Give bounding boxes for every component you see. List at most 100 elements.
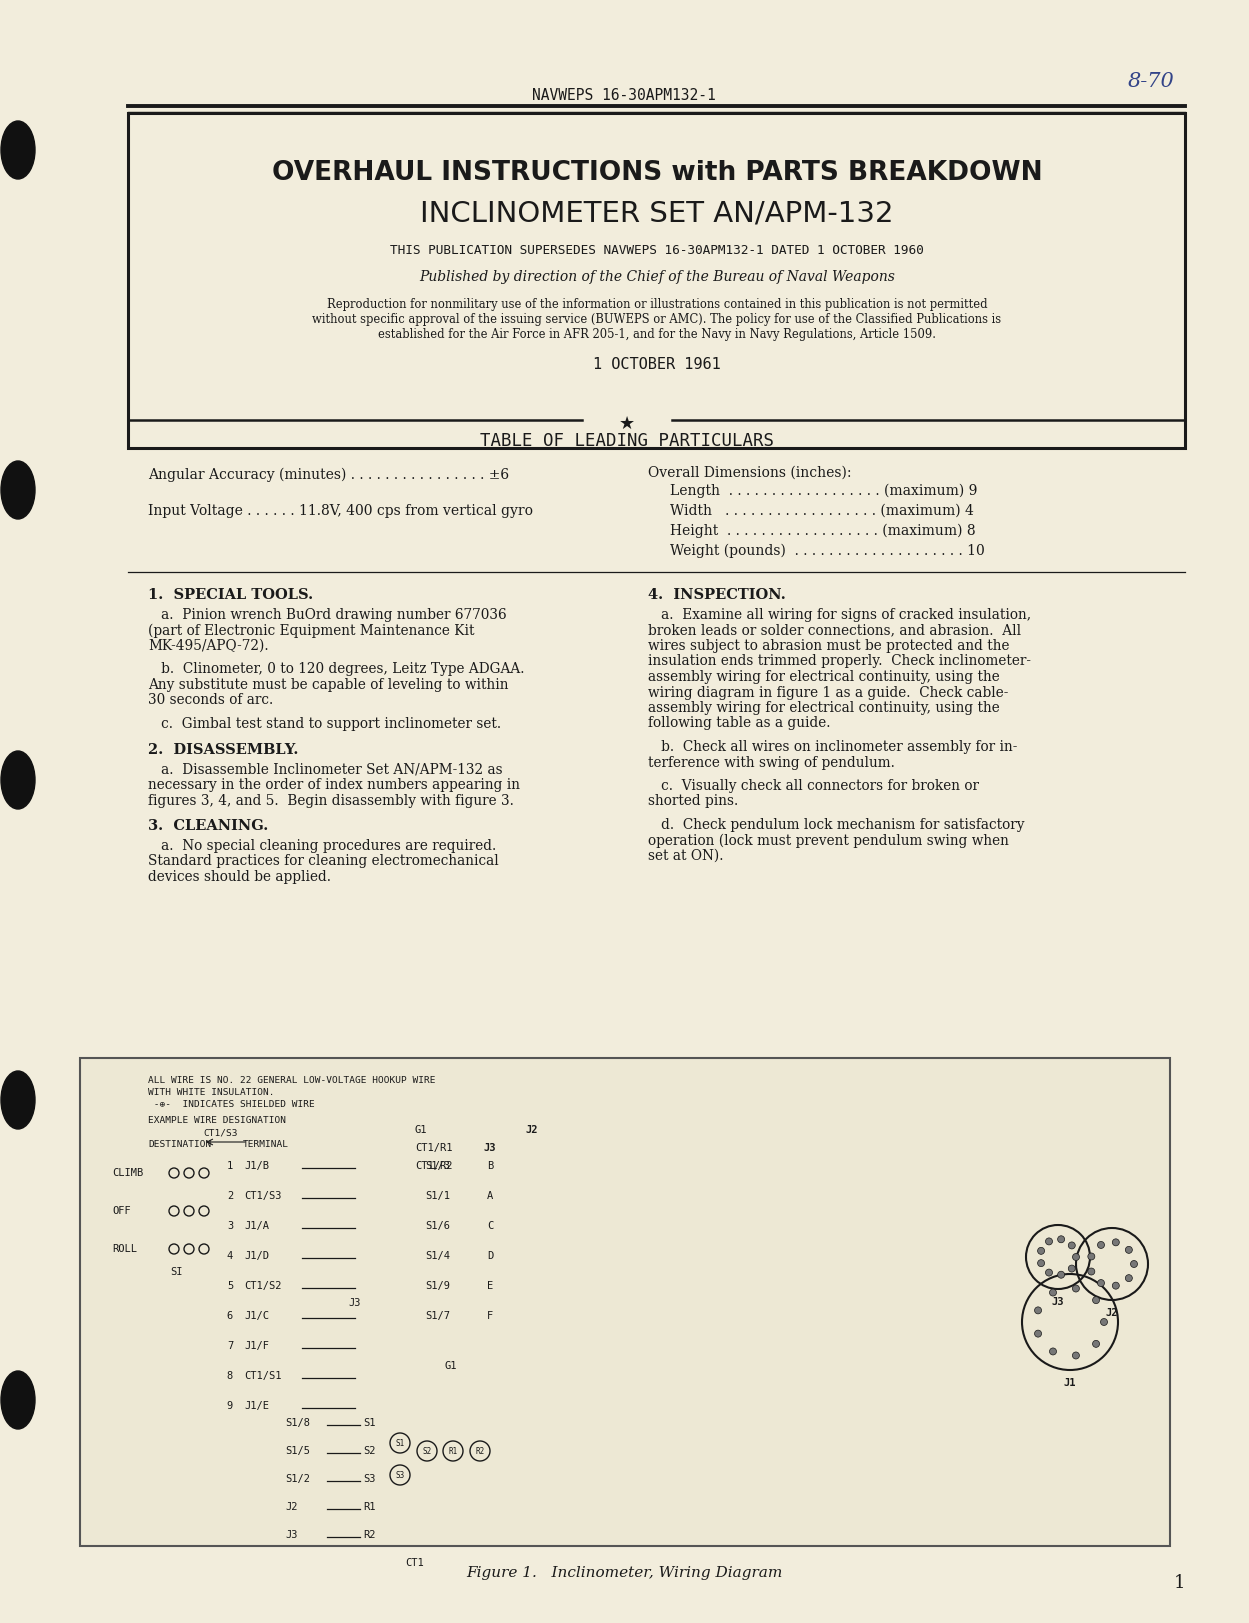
Text: Length  . . . . . . . . . . . . . . . . . . (maximum) 9: Length . . . . . . . . . . . . . . . . .… [669,484,978,498]
Circle shape [1098,1242,1104,1248]
Text: insulation ends trimmed properly.  Check inclinometer-: insulation ends trimmed properly. Check … [648,654,1030,669]
Text: S1/3: S1/3 [425,1160,450,1172]
Text: R1: R1 [448,1446,457,1456]
Text: S1/1: S1/1 [425,1191,450,1201]
Circle shape [1068,1264,1075,1272]
Text: Published by direction of the Chief of the Bureau of Naval Weapons: Published by direction of the Chief of t… [420,269,896,284]
Circle shape [1093,1297,1099,1303]
Circle shape [1125,1246,1133,1253]
Text: without specific approval of the issuing service (BUWEPS or AMC). The policy for: without specific approval of the issuing… [312,313,1002,326]
Text: J1/D: J1/D [244,1251,269,1261]
Text: 7: 7 [227,1341,234,1350]
Circle shape [1125,1274,1133,1282]
Text: established for the Air Force in AFR 205-1, and for the Navy in Navy Regulations: established for the Air Force in AFR 205… [378,328,936,341]
Text: R2: R2 [363,1530,376,1540]
Text: terference with swing of pendulum.: terference with swing of pendulum. [648,755,894,769]
Text: ALL WIRE IS NO. 22 GENERAL LOW-VOLTAGE HOOKUP WIRE: ALL WIRE IS NO. 22 GENERAL LOW-VOLTAGE H… [147,1076,436,1086]
Text: WITH WHITE INSULATION.: WITH WHITE INSULATION. [147,1087,275,1097]
Text: CT1/S3: CT1/S3 [244,1191,281,1201]
Text: a.  No special cleaning procedures are required.: a. No special cleaning procedures are re… [147,839,496,854]
Circle shape [1088,1268,1095,1276]
Circle shape [1073,1253,1079,1261]
Text: C: C [487,1220,493,1230]
Circle shape [1068,1242,1075,1250]
Text: E: E [487,1281,493,1290]
Text: J3: J3 [1052,1297,1064,1307]
Text: F: F [487,1311,493,1321]
Circle shape [1100,1318,1108,1326]
Text: S1/6: S1/6 [425,1220,450,1230]
Text: S1: S1 [396,1438,405,1448]
Circle shape [1038,1259,1044,1266]
Text: 3.  CLEANING.: 3. CLEANING. [147,820,269,833]
Text: S3: S3 [396,1470,405,1480]
Circle shape [1034,1331,1042,1337]
Text: A: A [487,1191,493,1201]
Text: Height  . . . . . . . . . . . . . . . . . . (maximum) 8: Height . . . . . . . . . . . . . . . . .… [669,524,975,539]
Text: Any substitute must be capable of leveling to within: Any substitute must be capable of leveli… [147,678,508,691]
Text: J1/C: J1/C [244,1311,269,1321]
Text: wiring diagram in figure 1 as a guide.  Check cable-: wiring diagram in figure 1 as a guide. C… [648,685,1008,700]
Text: J2: J2 [1105,1308,1118,1318]
Text: 4: 4 [227,1251,234,1261]
Text: 4.  INSPECTION.: 4. INSPECTION. [648,588,786,602]
Circle shape [1049,1349,1057,1355]
Text: 30 seconds of arc.: 30 seconds of arc. [147,693,274,708]
Text: S1/9: S1/9 [425,1281,450,1290]
Text: a.  Disassemble Inclinometer Set AN/APM-132 as: a. Disassemble Inclinometer Set AN/APM-1… [147,763,502,776]
Text: shorted pins.: shorted pins. [648,795,738,808]
Text: -⊕-  INDICATES SHIELDED WIRE: -⊕- INDICATES SHIELDED WIRE [147,1100,315,1109]
Text: J3: J3 [285,1530,297,1540]
Text: R1: R1 [363,1501,376,1513]
Text: following table as a guide.: following table as a guide. [648,716,831,730]
Text: S1/8: S1/8 [285,1419,310,1428]
Text: wires subject to abrasion must be protected and the: wires subject to abrasion must be protec… [648,639,1009,652]
Text: Reproduction for nonmilitary use of the information or illustrations contained i: Reproduction for nonmilitary use of the … [327,299,987,312]
Bar [80,1058,1170,1547]
Circle shape [1130,1261,1138,1268]
Circle shape [1088,1253,1095,1259]
Text: (part of Electronic Equipment Maintenance Kit: (part of Electronic Equipment Maintenanc… [147,623,475,638]
Text: TERMINAL: TERMINAL [244,1139,289,1149]
Text: Standard practices for cleaning electromechanical: Standard practices for cleaning electrom… [147,854,498,868]
Text: OVERHAUL INSTRUCTIONS with PARTS BREAKDOWN: OVERHAUL INSTRUCTIONS with PARTS BREAKDO… [272,161,1043,187]
Circle shape [1073,1285,1079,1292]
Text: a.  Pinion wrench BuOrd drawing number 677036: a. Pinion wrench BuOrd drawing number 67… [147,609,507,622]
Text: assembly wiring for electrical continuity, using the: assembly wiring for electrical continuit… [648,701,999,716]
Circle shape [1045,1238,1053,1245]
Text: 2.  DISASSEMBLY.: 2. DISASSEMBLY. [147,742,299,756]
Text: MK-495/APQ-72).: MK-495/APQ-72). [147,639,269,652]
Text: 1.  SPECIAL TOOLS.: 1. SPECIAL TOOLS. [147,588,313,602]
Circle shape [1058,1271,1064,1279]
Text: b.  Check all wires on inclinometer assembly for in-: b. Check all wires on inclinometer assem… [648,740,1018,755]
Text: S1/7: S1/7 [425,1311,450,1321]
Text: S2: S2 [422,1446,432,1456]
Text: b.  Clinometer, 0 to 120 degrees, Leitz Type ADGAA.: b. Clinometer, 0 to 120 degrees, Leitz T… [147,662,525,677]
Text: J1: J1 [1064,1378,1077,1388]
Text: Width   . . . . . . . . . . . . . . . . . . (maximum) 4: Width . . . . . . . . . . . . . . . . . … [669,505,974,518]
Text: J1/A: J1/A [244,1220,269,1230]
Ellipse shape [1,751,35,808]
Text: S1/4: S1/4 [425,1251,450,1261]
Ellipse shape [1,122,35,179]
Text: INCLINOMETER SET AN/APM-132: INCLINOMETER SET AN/APM-132 [420,200,894,227]
Text: operation (lock must prevent pendulum swing when: operation (lock must prevent pendulum sw… [648,834,1009,847]
Ellipse shape [1,461,35,519]
Text: TABLE OF LEADING PARTICULARS: TABLE OF LEADING PARTICULARS [480,432,774,450]
Text: 6: 6 [227,1311,234,1321]
Text: c.  Gimbal test stand to support inclinometer set.: c. Gimbal test stand to support inclinom… [147,717,501,730]
Text: J1/B: J1/B [244,1160,269,1172]
Text: B: B [487,1160,493,1172]
Text: S1/2: S1/2 [285,1474,310,1483]
Text: 2: 2 [227,1191,234,1201]
Text: set at ON).: set at ON). [648,849,723,863]
Text: CT1/S1: CT1/S1 [244,1371,281,1381]
Text: a.  Examine all wiring for signs of cracked insulation,: a. Examine all wiring for signs of crack… [648,609,1032,622]
Text: 1 OCTOBER 1961: 1 OCTOBER 1961 [593,357,721,372]
Ellipse shape [1,1071,35,1130]
Text: S2: S2 [363,1446,376,1456]
Text: CT1/R1: CT1/R1 [415,1143,452,1152]
Ellipse shape [1,1371,35,1428]
Text: THIS PUBLICATION SUPERSEDES NAVWEPS 16-30APM132-1 DATED 1 OCTOBER 1960: THIS PUBLICATION SUPERSEDES NAVWEPS 16-3… [390,243,924,256]
Circle shape [1093,1341,1099,1347]
